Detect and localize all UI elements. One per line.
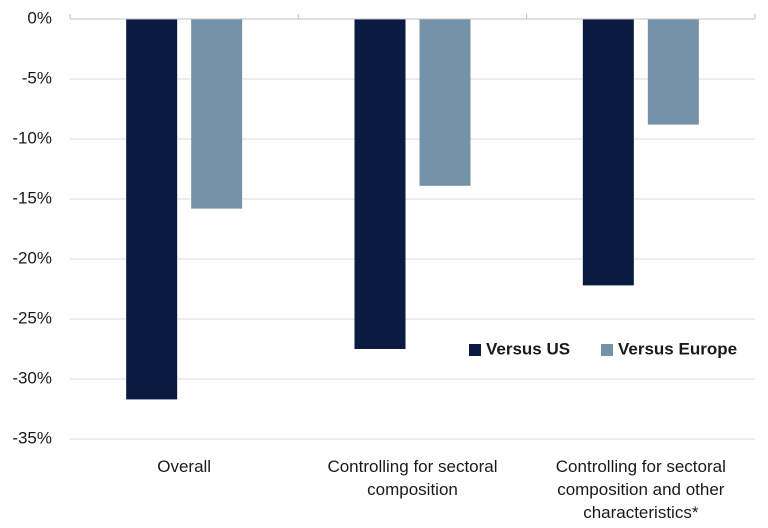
x-category-label: Controlling for sectoral composition [327,457,497,499]
bar-versus-europe-0 [191,19,243,209]
x-axis-category-labels: Overall Controlling for sectoral compositi… [157,457,726,522]
y-tick-label: -35% [12,428,52,447]
legend-swatch-versus-us [469,344,481,356]
bar-versus-europe-2 [647,19,699,125]
x-category-label-line: Controlling for sectoral [327,457,497,476]
bar-versus-us-0 [126,19,178,400]
x-category-label-line: Controlling for sectoral [556,457,726,476]
bar-versus-us-1 [354,19,406,349]
x-category-label: Controlling for sectoral composition and … [556,457,726,522]
legend-label-versus-europe: Versus Europe [618,339,737,358]
y-tick-label: 0% [27,8,52,27]
gridlines [70,78,755,440]
y-tick-label: -25% [12,308,52,327]
axes [69,14,756,20]
x-category-label: Overall [157,457,211,476]
legend: Versus US Versus Europe [469,339,737,358]
legend-label-versus-us: Versus US [486,339,570,358]
y-tick-label: -30% [12,368,52,387]
bar-versus-europe-1 [419,19,471,186]
legend-swatch-versus-europe [601,344,613,356]
y-tick-label: -20% [12,248,52,267]
x-category-label-line: composition [367,480,458,499]
x-category-label-line: characteristics* [583,503,699,522]
y-axis-tick-labels: 0% -5% -10% -15% -20% -25% -30% -35% [12,8,52,447]
y-tick-label: -5% [22,68,52,87]
y-tick-label: -10% [12,128,52,147]
bar-versus-us-2 [582,19,634,286]
x-category-label-line: Overall [157,457,211,476]
bars [126,19,699,400]
x-category-label-line: composition and other [557,480,725,499]
y-tick-label: -15% [12,188,52,207]
